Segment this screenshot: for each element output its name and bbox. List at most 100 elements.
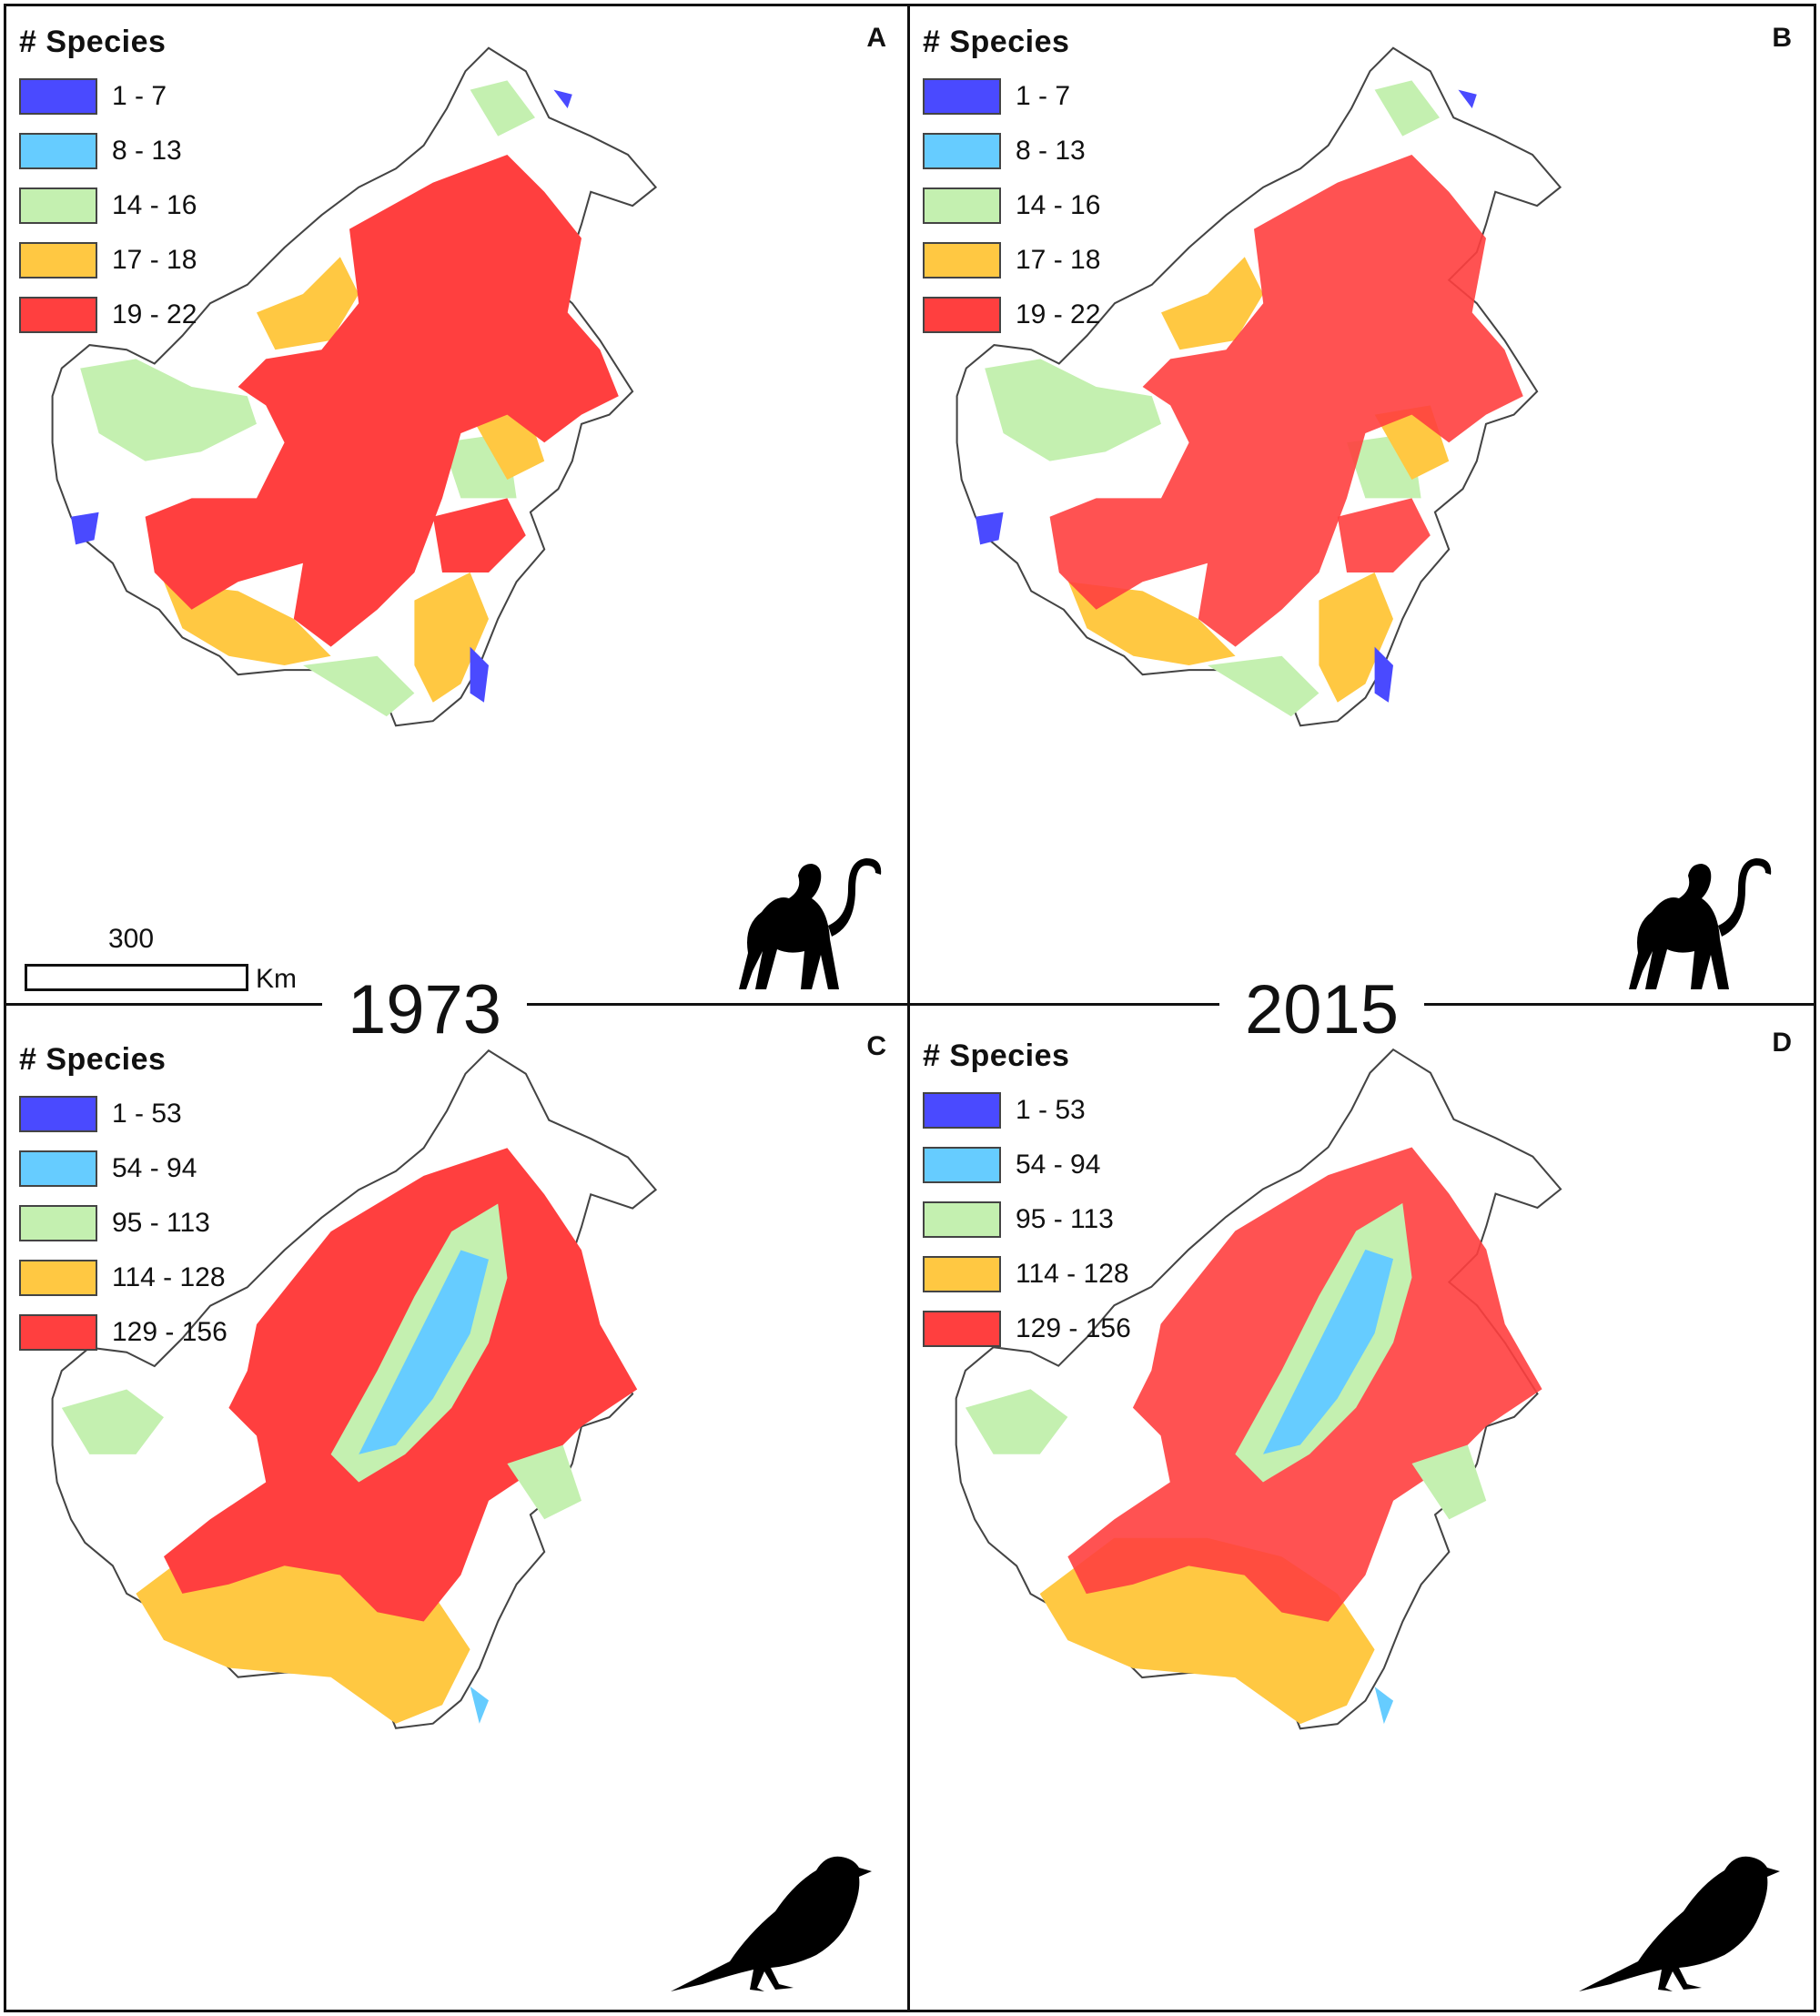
bird-silhouette-icon [671,1856,872,1991]
legend-label: 114 - 128 [1016,1259,1129,1289]
legend-label: 14 - 16 [1016,190,1101,220]
scale-value: 300 [108,924,155,954]
panel-letter: D [1772,1028,1792,1058]
legend-swatch [923,1256,1001,1292]
map-region [1337,498,1431,572]
map-region [470,80,535,137]
legend-label: 1 - 7 [112,81,167,111]
panel-d: # Species 1 - 53 54 - 94 95 - 113 114 - … [907,1003,1816,2012]
legend-label: 14 - 16 [112,190,197,220]
legend-swatch [19,1260,97,1296]
legend-label: 8 - 13 [1016,136,1086,166]
scale-unit: Km [256,964,297,994]
legend-item: 8 - 13 [923,124,1100,178]
legend-item: 19 - 22 [923,288,1100,342]
legend-label: 1 - 53 [1016,1095,1086,1125]
map-borneo-birds-2015 [955,1048,1562,1730]
legend-item: 1 - 53 [923,1083,1131,1138]
map-region [1319,572,1393,703]
scale-bar-box [25,964,248,991]
map-region [1458,89,1477,108]
panel-c: # Species 1 - 53 54 - 94 95 - 113 114 - … [4,1003,911,2012]
map-region [432,498,526,572]
map-region [1374,80,1440,137]
legend-label: 1 - 7 [1016,81,1071,111]
map-region [965,1389,1068,1454]
legend-label: 17 - 18 [112,245,197,275]
legend-swatch [19,1205,97,1241]
map-borneo-primates-1973 [51,46,658,727]
legend-swatch [19,1096,97,1132]
map-region [1411,1444,1487,1520]
panel-a: # Species 1 - 7 8 - 13 14 - 16 17 - 18 1… [4,4,911,1007]
legend-swatch [923,297,1001,333]
legend-label: 95 - 113 [112,1208,210,1238]
legend-item: 1 - 7 [923,69,1100,124]
map-region [507,1444,581,1520]
panel-letter: C [866,1031,886,1061]
legend-item: 14 - 16 [923,178,1100,233]
map-region [164,582,331,665]
map-region [414,572,489,703]
legend-swatch [19,187,97,224]
legend-swatch [19,297,97,333]
legend-d: # Species 1 - 53 54 - 94 95 - 113 114 - … [923,1038,1131,1356]
legend-b: # Species 1 - 7 8 - 13 14 - 16 17 - 18 1… [923,25,1100,342]
map-region [985,359,1161,461]
legend-label: 114 - 128 [112,1262,226,1292]
map-region [71,512,99,545]
legend-swatch [923,1092,1001,1129]
map-region [1374,1687,1394,1725]
map-borneo-birds-1973 [51,1049,658,1729]
legend-item: 54 - 94 [19,1141,228,1196]
legend-label: 1 - 53 [112,1099,182,1129]
legend-item: 129 - 156 [19,1305,228,1360]
map-region [80,359,257,461]
map-region [1068,582,1236,665]
legend-swatch [923,1311,1001,1347]
legend-label: 19 - 22 [112,299,197,329]
legend-item: 129 - 156 [923,1302,1131,1356]
legend-label: 19 - 22 [1016,299,1101,329]
legend-label: 54 - 94 [1016,1150,1101,1180]
panel-letter: B [1772,23,1792,53]
map-region [145,155,619,647]
panel-letter: A [866,23,886,53]
legend-title: # Species [19,1042,167,1077]
legend-item: 114 - 128 [19,1251,228,1305]
legend-title: # Species [923,25,1070,59]
legend-label: 17 - 18 [1016,245,1101,275]
legend-swatch [923,187,1001,224]
bird-silhouette-icon [1579,1856,1780,1991]
legend-swatch [923,133,1001,169]
legend-title: # Species [19,25,167,59]
panel-b: # Species 1 - 7 8 - 13 14 - 16 17 - 18 1… [907,4,1816,1007]
legend-item: 8 - 13 [19,124,197,178]
map-region [257,257,359,350]
map-region [359,1250,489,1454]
legend-swatch [923,78,1001,115]
legend-swatch [923,1147,1001,1183]
legend-item: 14 - 16 [19,178,197,233]
legend-label: 129 - 156 [112,1317,228,1347]
legend-item: 17 - 18 [19,233,197,288]
year-label-2015: 2015 [1219,976,1425,1045]
legend-label: 54 - 94 [112,1153,197,1183]
legend-swatch [923,1201,1001,1238]
legend-label: 95 - 113 [1016,1204,1114,1234]
legend-label: 8 - 13 [112,136,182,166]
map-region [470,1686,489,1724]
legend-title: # Species [923,1038,1070,1073]
legend-item: 95 - 113 [923,1192,1131,1247]
legend-item: 1 - 53 [19,1087,228,1141]
map-region [61,1389,164,1454]
legend-item: 1 - 7 [19,69,197,124]
legend-item: 95 - 113 [19,1196,228,1251]
legend-a: # Species 1 - 7 8 - 13 14 - 16 17 - 18 1… [19,25,197,342]
legend-label: 129 - 156 [1016,1313,1131,1343]
year-label-1973: 1973 [322,976,528,1045]
map-region [976,512,1004,545]
legend-swatch [923,242,1001,279]
map-region [1262,1249,1394,1454]
legend-item: 17 - 18 [923,233,1100,288]
